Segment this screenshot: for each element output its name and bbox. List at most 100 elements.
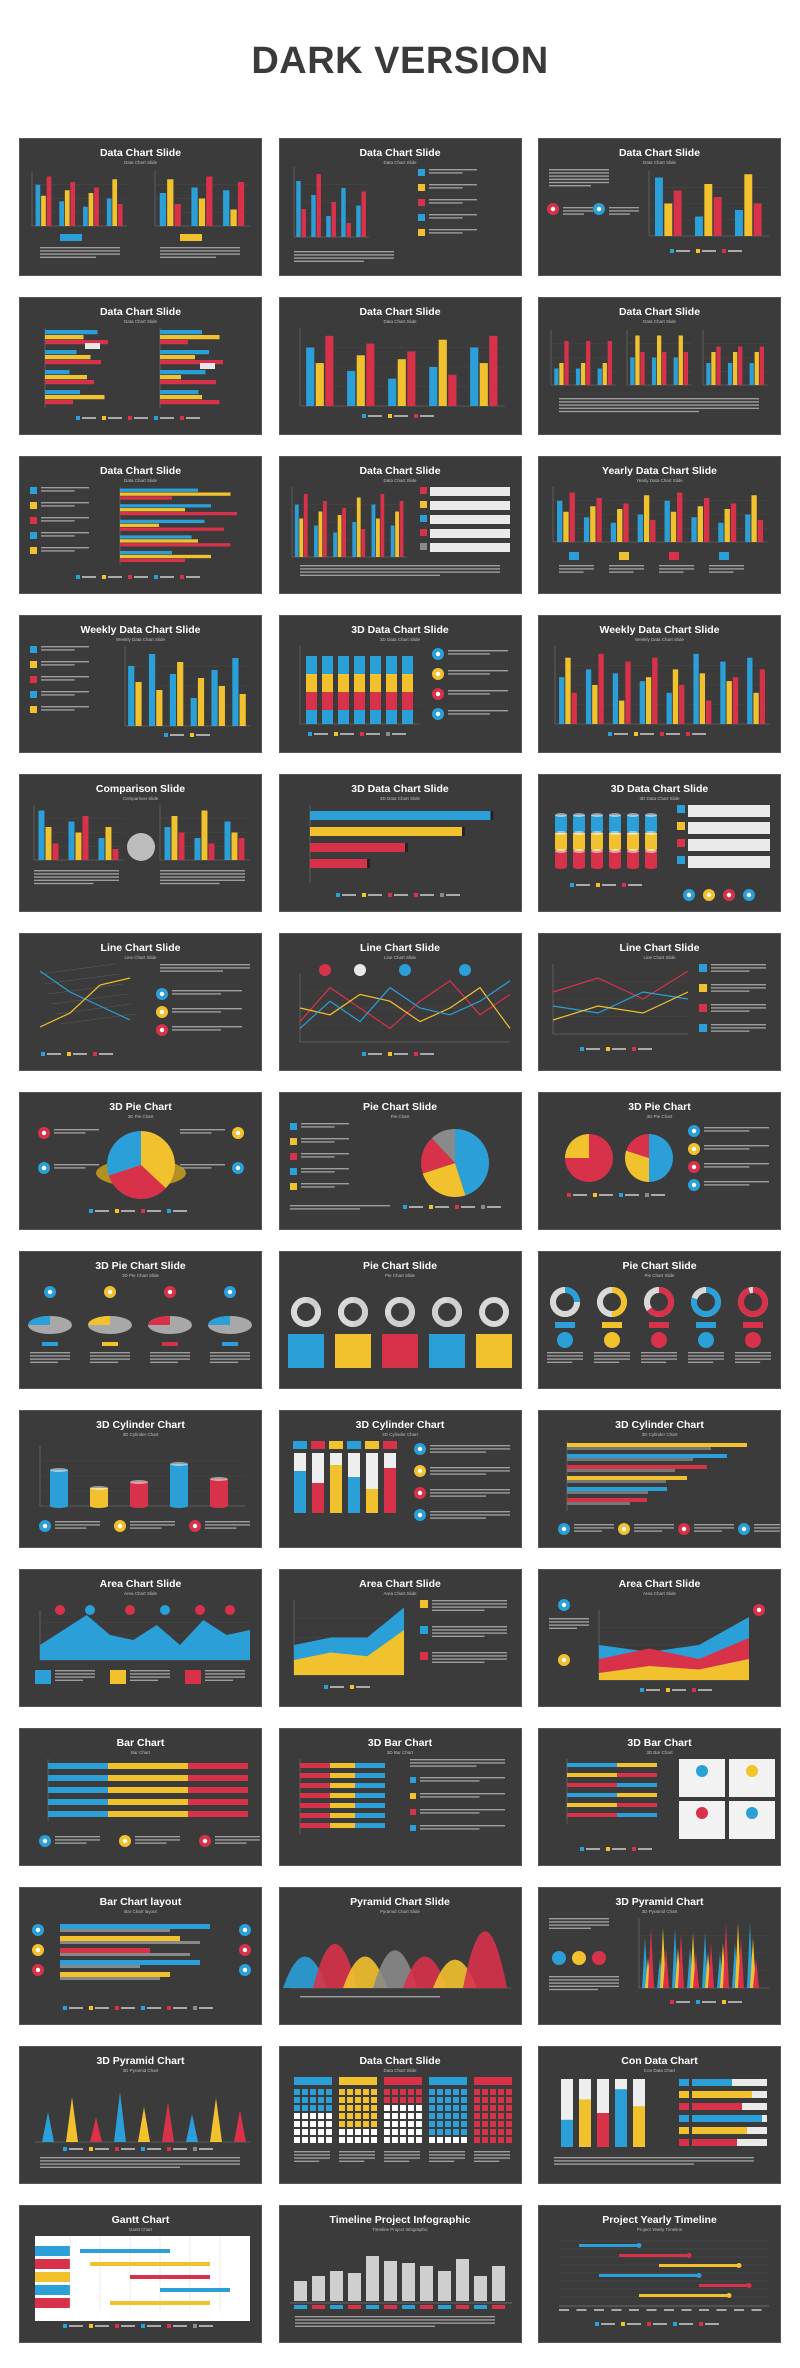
slide-title: Yearly Data Chart Slide: [602, 465, 717, 477]
slide-title: Pie Chart Slide: [362, 1260, 438, 1272]
slide-chart-preview: [282, 1931, 512, 1998]
slide-chart-preview: [289, 2256, 512, 2327]
slide-thumbnail[interactable]: Data Chart Slide Data Chart Slide: [19, 297, 262, 435]
slide-thumbnail[interactable]: Line Chart Slide Line Chart Slide: [19, 933, 262, 1071]
slide-chart-preview: [309, 805, 493, 897]
slide-thumbnail[interactable]: Weekly Data Chart Slide Weekly Data Chart…: [19, 615, 262, 753]
slide-title: Data Chart Slide: [359, 147, 441, 159]
slide-subtitle: Data Chart Slide: [123, 160, 158, 165]
slide-chart-preview: [547, 1287, 771, 1363]
slide-subtitle: 3D Data Chart Slide: [639, 796, 680, 801]
slide-title: 3D Pie Chart Slide: [95, 1260, 186, 1272]
slide-thumbnail[interactable]: Area Chart Slide Area Chart Slide: [19, 1569, 262, 1707]
slide-subtitle: 3D Pyramid Chart: [641, 1909, 678, 1914]
slide-thumbnail[interactable]: Area Chart Slide Area Chart Slide: [538, 1569, 781, 1707]
slide-subtitle: Gantt Chart: [128, 2227, 153, 2232]
slide-chart-preview: [292, 1441, 510, 1521]
slide-thumbnail[interactable]: Pie Chart Slide Pie Chart: [278, 1092, 522, 1230]
slide-thumbnail[interactable]: Data Chart Slide Data Chart Slide: [19, 456, 262, 594]
slide-thumbnail[interactable]: Project Yearly Timeline Project Yearly Ti…: [538, 2205, 781, 2343]
slide-thumbnail[interactable]: 3D Pyramid Chart 3D Pyramid Chart: [538, 1887, 781, 2025]
slide-thumbnail[interactable]: 3D Data Chart Slide 3D Data Chart Slide: [278, 774, 522, 912]
slide-subtitle: Data Chart Slide: [123, 319, 158, 324]
slide-thumbnail[interactable]: 3D Pie Chart Slide 3D Pie Chart Slide: [19, 1251, 262, 1389]
slide-chart-preview: [30, 487, 237, 579]
slide-chart-preview: [565, 1125, 769, 1197]
slide-thumbnail[interactable]: Line Chart Slide Line Chart Slide: [538, 933, 781, 1071]
slide-chart-preview: [35, 1605, 250, 1684]
slide-chart-preview: [44, 328, 223, 420]
slide-title: Project Yearly Timeline: [602, 2214, 717, 2226]
slide-thumbnail[interactable]: Line Chart Slide Line Chart Slide: [278, 933, 522, 1071]
slide-subtitle: Bar Chart layout: [124, 1909, 157, 1914]
slide-thumbnail[interactable]: 3D Data Chart Slide 3D Data Chart Slide: [278, 615, 522, 753]
slide-thumbnail[interactable]: Data Chart Slide Data Chart Slide: [278, 456, 522, 594]
slide-thumbnail[interactable]: Pie Chart Slide Pie Chart Slide: [278, 1251, 522, 1389]
slide-thumbnail[interactable]: Weekly Data Chart Slide Weekly Data Chart…: [538, 615, 781, 753]
slide-chart-preview: [31, 171, 250, 258]
slide-thumbnail[interactable]: 3D Cylinder Chart 3D Cylinder Chart: [278, 1410, 522, 1548]
slide-thumbnail[interactable]: Bar Chart Bar Chart: [19, 1728, 262, 1866]
slide-title: Pie Chart Slide: [362, 1101, 438, 1113]
slide-thumbnail[interactable]: Gantt Chart Gantt Chart: [19, 2205, 262, 2343]
slide-subtitle: Pie Chart Slide: [384, 1273, 415, 1278]
slide-title: Bar Chart: [116, 1737, 165, 1749]
slide-title: Weekly Data Chart Slide: [599, 624, 720, 636]
slide-title: Timeline Project Infographic: [329, 2214, 471, 2226]
slide-subtitle: Data Chart Slide: [383, 2068, 417, 2073]
slide-subtitle: Line Chart Slide: [383, 955, 417, 960]
slide-thumbnail[interactable]: Timeline Project Infographic Timeline Pro…: [278, 2205, 522, 2343]
slide-subtitle: Pie Chart: [390, 1114, 410, 1119]
slide-title: Area Chart Slide: [99, 1578, 182, 1590]
slide-title: 3D Pyramid Chart: [615, 1896, 704, 1908]
slide-thumbnail[interactable]: Area Chart Slide Area Chart Slide: [278, 1569, 522, 1707]
slide-chart-preview: [299, 646, 508, 736]
slide-title: 3D Pie Chart: [628, 1101, 691, 1113]
slide-subtitle: Con Data Chart: [643, 2068, 676, 2073]
slide-thumbnail[interactable]: 3D Bar Chart 3D Bar Chart: [538, 1728, 781, 1866]
slide-thumbnail[interactable]: Comparison Slide Comparison Slide: [19, 774, 262, 912]
slide-subtitle: 3D Pie Chart: [127, 1114, 154, 1119]
slide-title: Data Chart Slide: [618, 306, 701, 318]
slide-thumbnail[interactable]: 3D Pie Chart 3D Pie Chart: [538, 1092, 781, 1230]
slide-thumbnail[interactable]: Yearly Data Chart Slide Yearly Data Chart…: [538, 456, 781, 594]
slide-thumbnail[interactable]: 3D Cylinder Chart 3D Cylinder Chart: [19, 1410, 262, 1548]
slide-title: 3D Pie Chart: [109, 1101, 172, 1113]
slide-chart-preview: [558, 1441, 780, 1535]
slide-title: Data Chart Slide: [359, 465, 441, 477]
slide-chart-preview: [28, 1286, 252, 1363]
slide-title: Pyramid Chart Slide: [350, 1896, 450, 1908]
slide-thumbnail[interactable]: 3D Pyramid Chart 3D Pyramid Chart: [19, 2046, 262, 2184]
slide-thumbnail[interactable]: Data Chart Slide Data Chart Slide: [538, 138, 781, 276]
slide-thumbnail[interactable]: Data Chart Slide Data Chart Slide: [278, 138, 522, 276]
slide-thumbnail[interactable]: Pyramid Chart Slide Pyramid Chart Slide: [278, 1887, 522, 2025]
slide-thumbnail[interactable]: Pie Chart Slide Pie Chart Slide: [538, 1251, 781, 1389]
slide-thumbnail[interactable]: Data Chart Slide Data Chart Slide: [278, 297, 522, 435]
slide-chart-preview: [293, 167, 477, 262]
page-heading: DARK VERSION: [251, 40, 549, 82]
slide-chart-preview: [547, 169, 769, 253]
slide-thumbnail[interactable]: Data Chart Slide Data Chart Slide: [538, 297, 781, 435]
slide-title: Pie Chart Slide: [622, 1260, 697, 1272]
slide-subtitle: Project Yearly Timeline: [636, 2227, 683, 2232]
slide-chart-preview: [554, 646, 770, 736]
slide-thumbnail[interactable]: 3D Bar Chart 3D Bar Chart: [278, 1728, 522, 1866]
slide-subtitle: Data Chart Slide: [642, 319, 677, 324]
slide-thumbnail[interactable]: Con Data Chart Con Data Chart: [538, 2046, 781, 2184]
slide-subtitle: Timeline Project Infographic: [372, 2227, 428, 2232]
slide-thumbnail[interactable]: Data Chart Slide Data Chart Slide: [278, 2046, 522, 2184]
slide-thumbnail[interactable]: Data Chart Slide Data Chart Slide: [19, 138, 262, 276]
slide-chart-preview: [293, 1600, 507, 1689]
slide-thumbnail[interactable]: 3D Pie Chart 3D Pie Chart: [19, 1092, 262, 1230]
slide-title: 3D Bar Chart: [627, 1737, 692, 1749]
slide-subtitle: 3D Pyramid Chart: [122, 2068, 159, 2073]
slide-chart-preview: [550, 330, 768, 413]
slide-chart-preview: [39, 1446, 250, 1532]
slide-subtitle: 3D Cylinder Chart: [382, 1432, 418, 1437]
slide-chart-preview: [566, 1759, 775, 1851]
slide-thumbnail[interactable]: Bar Chart layout Bar Chart layout: [19, 1887, 262, 2025]
slide-thumbnail[interactable]: 3D Cylinder Chart 3D Cylinder Chart: [538, 1410, 781, 1548]
slide-title: 3D Data Chart Slide: [351, 783, 449, 795]
slide-thumbnail[interactable]: 3D Data Chart Slide 3D Data Chart Slide: [538, 774, 781, 912]
slide-subtitle: 3D Data Chart Slide: [379, 637, 421, 642]
